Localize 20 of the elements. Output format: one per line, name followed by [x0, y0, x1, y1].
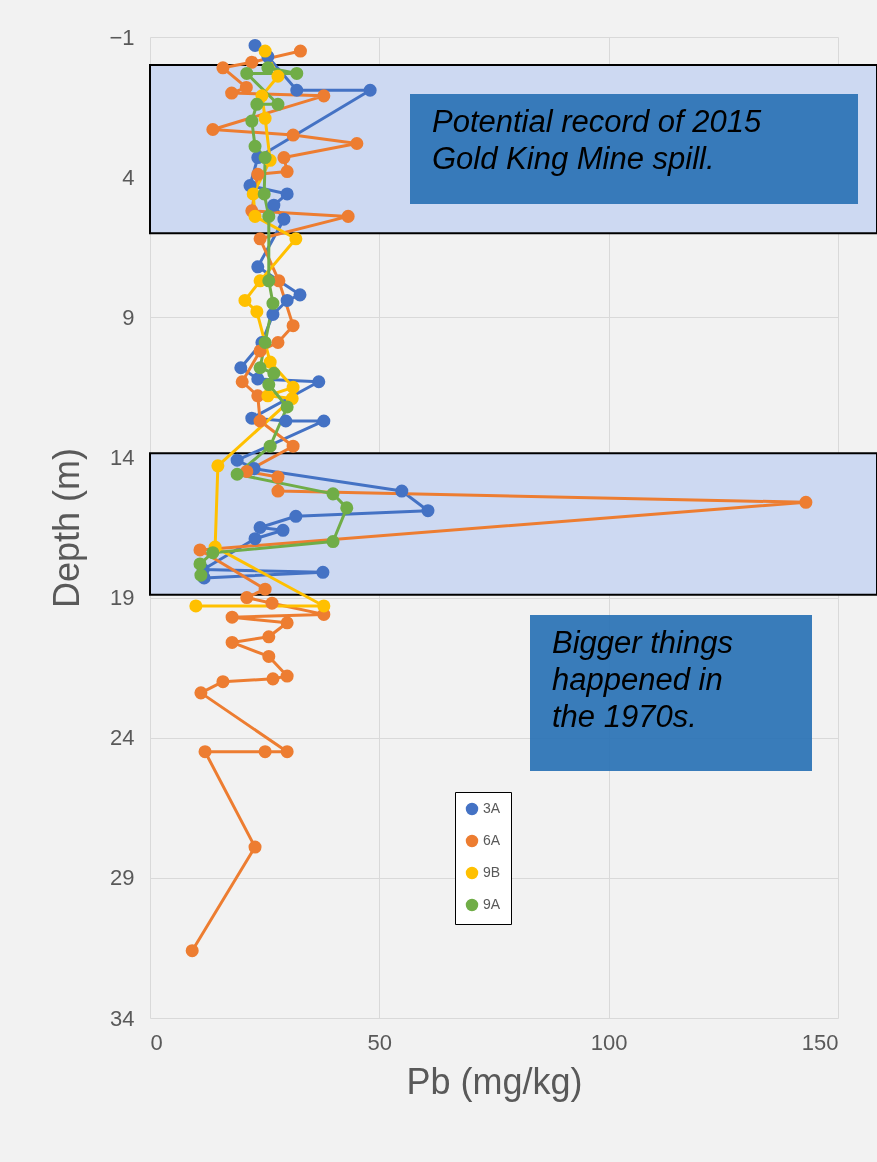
- y-tick-label: 29: [110, 865, 135, 891]
- y-tick-label: 14: [110, 444, 135, 470]
- y-tick-label: 19: [110, 585, 135, 611]
- legend-label: 9B: [483, 864, 501, 880]
- y-axis-title: Depth (m): [46, 447, 88, 609]
- legend-label: 9A: [483, 896, 501, 912]
- y-tick-label: 9: [122, 304, 135, 330]
- y-tick-label: 34: [110, 1005, 135, 1031]
- y-tick-label: 4: [122, 164, 135, 190]
- y-tick-label: −1: [109, 24, 135, 50]
- legend-label: 6A: [483, 832, 501, 848]
- x-axis-title: Pb (mg/kg): [406, 1060, 583, 1102]
- x-tick-label: 100: [590, 1029, 628, 1055]
- y-tick-label: 24: [110, 725, 135, 751]
- legend-label: 3A: [483, 800, 501, 816]
- x-tick-label: 0: [150, 1029, 163, 1055]
- annotation: Potential record of 2015 Gold King Mine spill.: [432, 104, 762, 176]
- annotation: Bigger things happened in the 1970s.: [552, 625, 733, 734]
- x-tick-label: 50: [367, 1029, 393, 1055]
- x-tick-label: 150: [801, 1029, 839, 1055]
